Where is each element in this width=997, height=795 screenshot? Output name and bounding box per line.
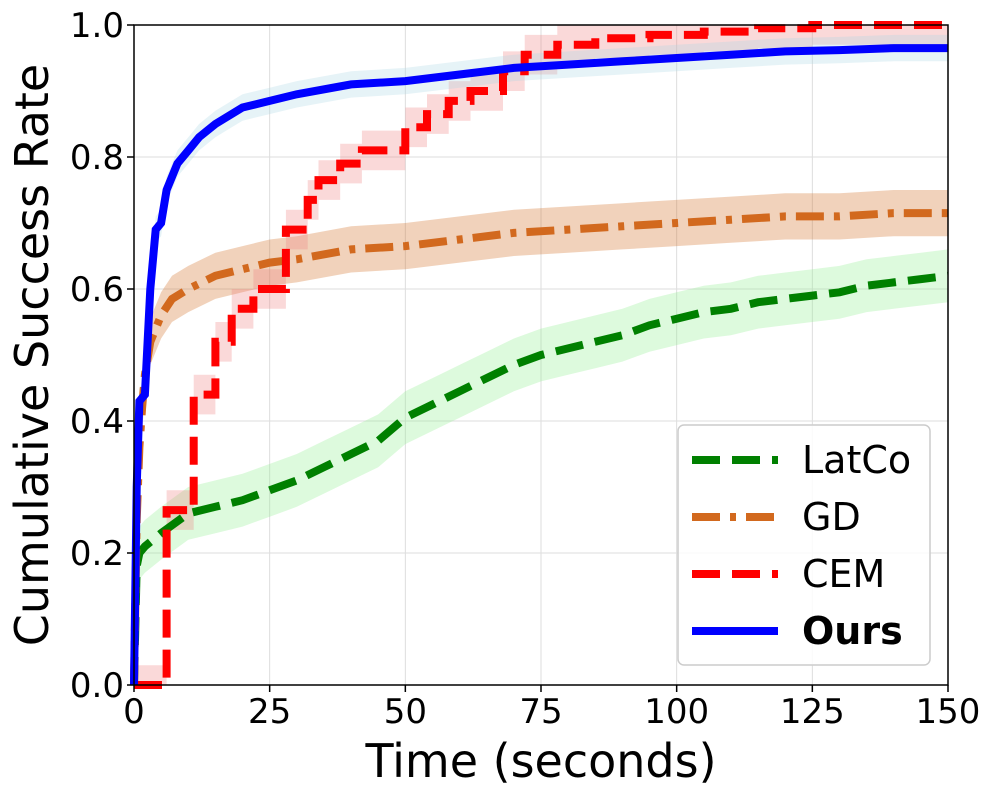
series-line-latco [130, 271, 949, 686]
legend-label-gd: GD [802, 495, 861, 539]
legend: LatCo GD CEM Ours [677, 424, 931, 666]
y-tick-label: 0.8 [70, 138, 124, 178]
x-tick-label: 25 [248, 692, 291, 732]
x-tick-label: 125 [780, 692, 845, 732]
x-tick-label: 100 [644, 692, 709, 732]
x-tick-label: 0 [123, 692, 145, 732]
series-line-ours [130, 44, 948, 686]
x-tick-label: 75 [519, 692, 562, 732]
legend-box [677, 424, 931, 666]
y-axis: 0.0 0.2 0.4 0.6 0.8 1.0 [70, 6, 134, 706]
y-tick-label: 0.0 [70, 666, 124, 706]
y-tick-label: 1.0 [70, 6, 124, 46]
band-latco [134, 249, 948, 685]
x-tick-label: 150 [916, 692, 981, 732]
legend-label-ours: Ours [802, 609, 903, 653]
y-tick-label: 0.6 [70, 270, 124, 310]
legend-label-cem: CEM [802, 552, 885, 596]
band-cem [134, 25, 948, 685]
y-tick-label: 0.4 [70, 402, 124, 442]
series-lines [130, 21, 949, 689]
y-axis-title: Cumulative Success Rate [5, 64, 59, 646]
legend-label-latco: LatCo [802, 438, 911, 482]
x-axis-title: Time (seconds) [364, 734, 716, 788]
series-line-cem [134, 21, 948, 689]
x-tick-label: 50 [384, 692, 427, 732]
y-tick-label: 0.2 [70, 534, 124, 574]
x-axis: 0 25 50 75 100 125 150 [123, 685, 980, 732]
confidence-bands [134, 25, 948, 685]
